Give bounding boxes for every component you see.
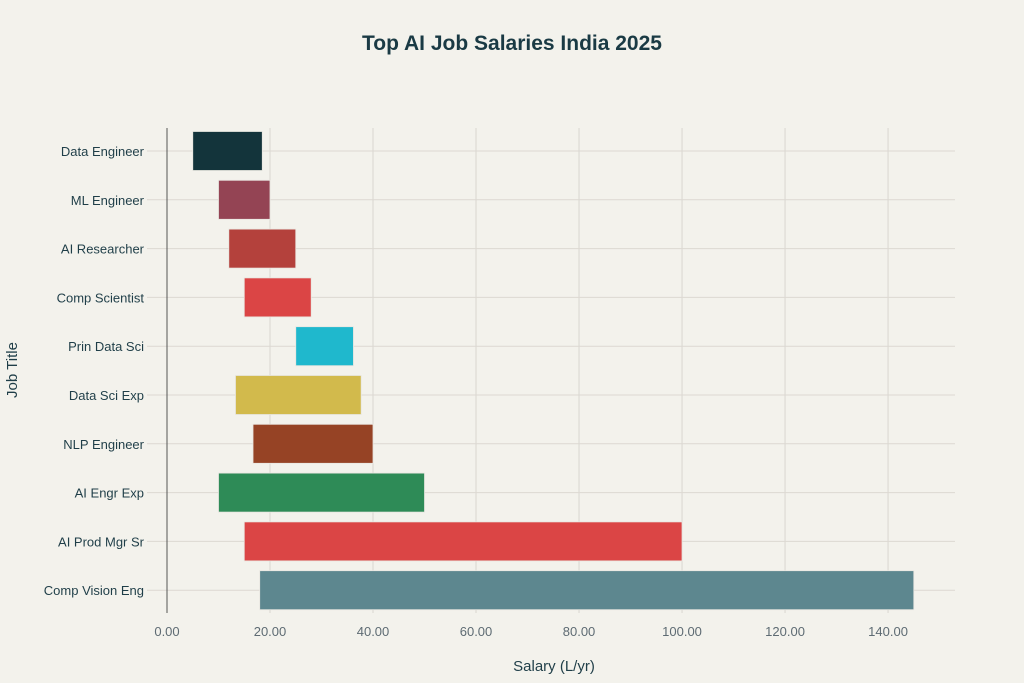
y-tick-labels: Data Engineer ML Engineer AI Researcher Com… [44,144,145,598]
y-tick-label: AI Engr Exp [75,486,144,501]
bar-ml-engineer[interactable] [218,179,271,220]
bar-data-engineer[interactable] [192,131,263,171]
bar-nlp-engineer[interactable] [252,423,374,464]
bar-comp-vision-eng[interactable] [259,570,915,611]
y-tick-label: Data Engineer [61,144,145,159]
y-axis-label: Job Title [4,342,21,398]
bar-ai-researcher[interactable] [228,228,297,269]
y-tick-label: Comp Scientist [57,290,145,305]
x-tick-label: 80.00 [563,624,596,639]
x-tick-label: 0.00 [154,624,179,639]
bar-ai-prod-mgr-sr[interactable] [243,521,683,562]
x-tick-label: 140.00 [868,624,908,639]
bar-comp-scientist[interactable] [243,277,312,318]
x-tick-label: 40.00 [357,624,390,639]
bar-prin-data-sci[interactable] [295,326,354,367]
y-tick-label: AI Researcher [61,242,145,257]
y-tick-label: Prin Data Sci [68,339,144,354]
x-axis-label: Salary (L/yr) [513,658,595,675]
x-tick-label: 60.00 [460,624,493,639]
y-tick-label: AI Prod Mgr Sr [58,534,145,549]
y-tick-label: ML Engineer [71,193,145,208]
x-tick-label: 100.00 [662,624,702,639]
x-tick-labels: 0.00 20.00 40.00 60.00 80.00 100.00 120.00 140.… [154,624,908,639]
x-tick-label: 120.00 [765,624,805,639]
bars [192,131,915,611]
y-tick-label: NLP Engineer [63,437,144,452]
x-tick-label: 20.00 [254,624,287,639]
y-tick-label: Data Sci Exp [69,388,144,403]
bar-ai-engr-exp[interactable] [218,472,425,513]
chart-title: Top AI Job Salaries India 2025 [362,32,662,55]
y-tick-label: Comp Vision Eng [44,583,144,598]
bar-data-sci-exp[interactable] [235,375,362,415]
